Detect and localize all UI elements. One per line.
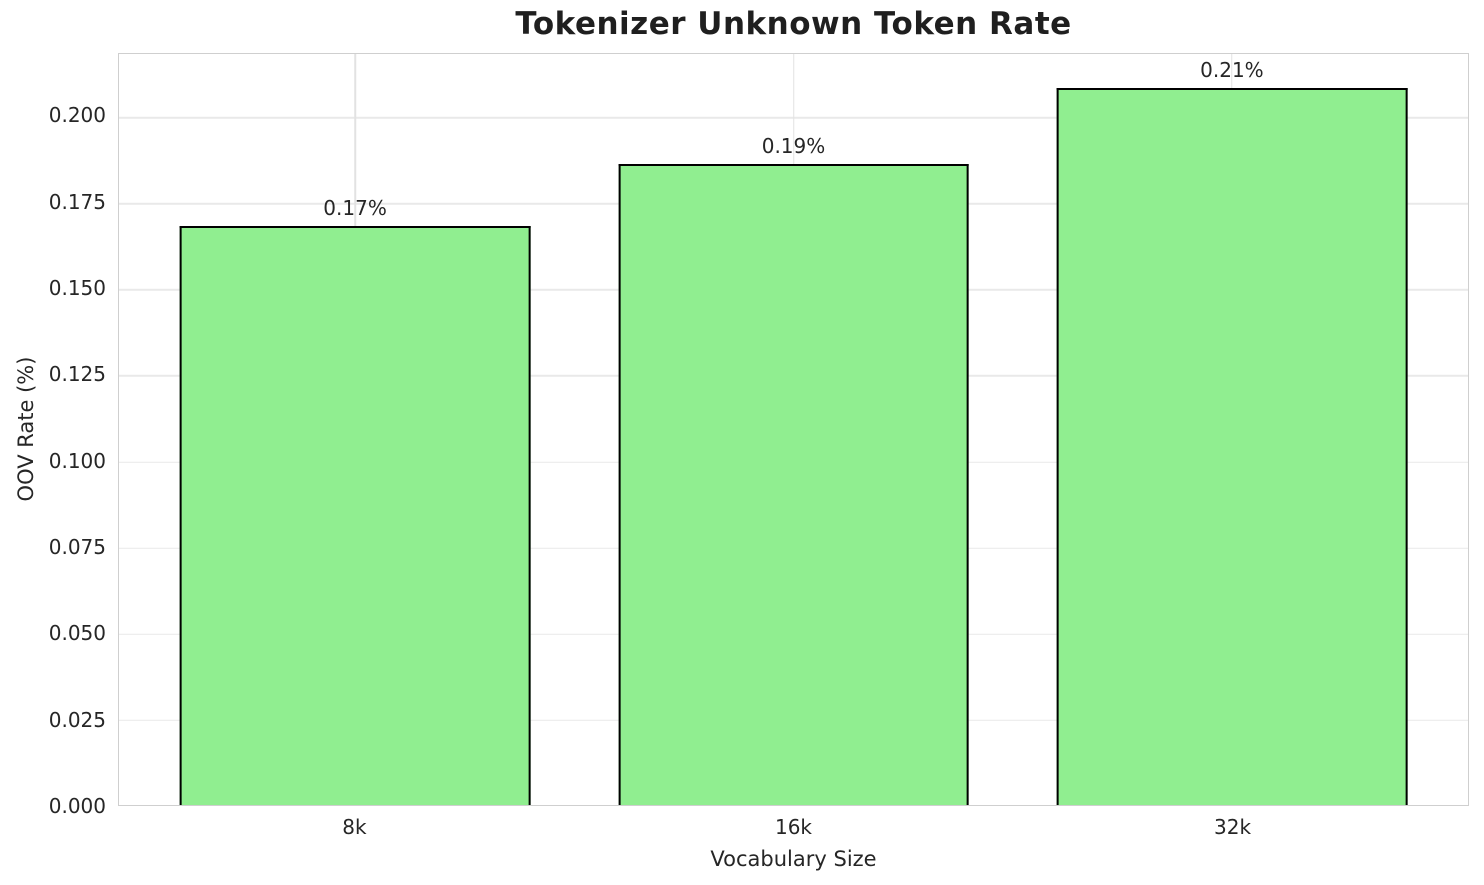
y-tick-label: 0.150 (48, 275, 106, 300)
bar (1056, 88, 1408, 805)
bar-value-label: 0.21% (1200, 58, 1264, 83)
bar (618, 164, 969, 805)
y-tick-label: 0.200 (48, 103, 106, 128)
y-tick-label: 0.075 (48, 534, 106, 559)
x-tick-label: 32k (1214, 815, 1252, 839)
y-tick-label: 0.100 (48, 448, 106, 473)
y-axis-title: OOV Rate (%) (14, 356, 38, 502)
bar-value-label: 0.19% (761, 134, 826, 159)
x-axis-ticks: 8k 16k 32k (118, 815, 1469, 841)
chart-title: Tokenizer Unknown Token Rate (515, 6, 1072, 42)
y-tick-label: 0.175 (48, 189, 106, 214)
x-tick-label: 16k (774, 815, 813, 839)
plot-area: 0.17% 0.19% 0.21% (118, 53, 1469, 806)
x-tick-label: 8k (342, 815, 367, 839)
y-tick-label: 0.125 (48, 362, 106, 387)
y-tick-label: 0.050 (48, 621, 106, 646)
x-axis-title: Vocabulary Size (710, 847, 877, 871)
y-tick-label: 0.000 (48, 794, 106, 818)
y-tick-label: 0.025 (48, 707, 106, 732)
y-axis-ticks: 0.000 0.025 0.050 0.075 0.100 0.125 0.150 0.175… (0, 53, 106, 818)
bar (179, 226, 531, 805)
bar-value-label: 0.17% (323, 196, 387, 221)
